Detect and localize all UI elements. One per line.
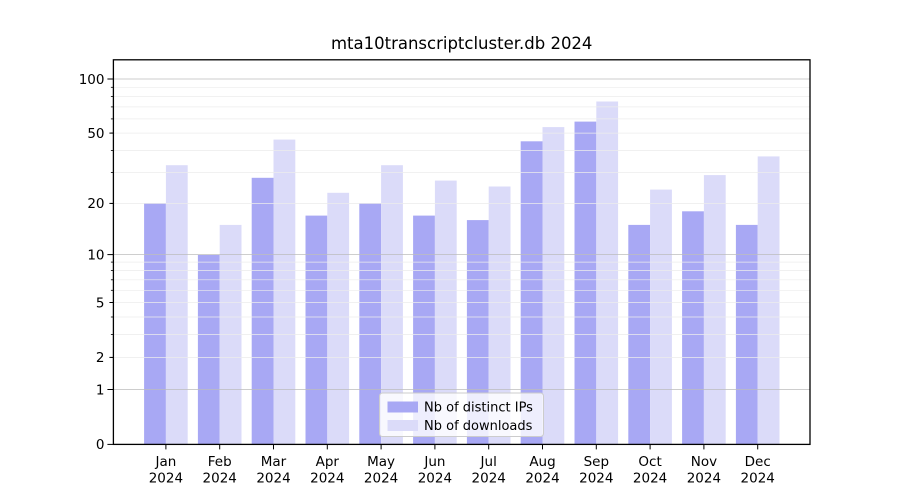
x-tick-label-month: Sep [584, 454, 609, 470]
y-tick-label: 0 [96, 437, 105, 453]
bar-downloads-may [381, 165, 403, 445]
x-tick-label-month: Mar [261, 454, 287, 470]
x-tick-label-month: Dec [745, 454, 771, 470]
bar-downloads-jan [165, 165, 188, 445]
x-tick-label-year: 2024 [687, 471, 721, 487]
x-tick-label-year: 2024 [256, 471, 290, 487]
bar-ips-mar [251, 177, 274, 445]
x-tick-label-month: Jan [154, 454, 176, 470]
bar-ips-feb [197, 254, 220, 445]
x-tick-label-year: 2024 [633, 471, 667, 487]
bar-downloads-sep [596, 101, 619, 445]
bar-ips-apr [305, 215, 328, 445]
x-tick-label-year: 2024 [741, 471, 775, 487]
y-tick-label: 100 [79, 72, 105, 88]
bar-downloads-mar [273, 139, 296, 445]
bar-ips-jun [413, 215, 435, 445]
x-tick-label-year: 2024 [364, 471, 398, 487]
bar-ips-aug [520, 141, 543, 445]
y-tick-label: 10 [87, 247, 104, 263]
bar-downloads-nov [703, 175, 726, 445]
plot-border [112, 59, 811, 446]
x-tick-label-month: Oct [638, 454, 661, 470]
bar-downloads-apr [327, 192, 350, 445]
legend-label: Nb of distinct IPs [424, 401, 533, 416]
x-tick-label-year: 2024 [525, 471, 559, 487]
x-tick-label-year: 2024 [310, 471, 344, 487]
x-tick-label-year: 2024 [472, 471, 506, 487]
x-tick-label-month: Feb [208, 454, 232, 470]
x-tick-label-year: 2024 [579, 471, 613, 487]
bar-ips-jan [144, 203, 166, 445]
legend-box [379, 392, 544, 437]
y-tick-label: 1 [96, 382, 105, 398]
x-tick-label-year: 2024 [149, 471, 183, 487]
bar-ips-sep [574, 121, 597, 445]
y-tick-label: 50 [87, 126, 104, 142]
bar-ips-may [359, 203, 382, 445]
bar-downloads-dec [757, 156, 780, 445]
chart-title: mta10transcriptcluster.db 2024 [331, 34, 592, 53]
x-tick-label-month: Nov [691, 454, 717, 470]
grid-layer [113, 78, 810, 390]
x-tick-label-year: 2024 [418, 471, 452, 487]
y-tick-label: 5 [96, 295, 105, 311]
y-axis: 0 1 2 5 10 20 50 100 [79, 72, 114, 453]
x-tick-label-month: May [367, 454, 395, 470]
bar-ips-nov [682, 211, 704, 445]
x-tick-label-month: Jul [480, 454, 497, 470]
y-tick-label: 2 [96, 350, 105, 366]
y-tick-label: 20 [87, 196, 104, 212]
x-tick-label-month: Apr [316, 454, 340, 470]
legend-label: Nb of downloads [424, 419, 533, 434]
x-tick-label-year: 2024 [203, 471, 237, 487]
bar-downloads-jun [434, 180, 457, 445]
legend: Nb of distinct IPs Nb of downloads [379, 392, 544, 437]
x-tick-label-month: Jun [423, 454, 445, 470]
x-tick-label-month: Aug [529, 454, 555, 470]
bar-downloads-jul [488, 186, 511, 445]
legend-swatch-downloads [387, 420, 418, 431]
bar-ips-jul [466, 220, 489, 445]
x-axis: Jan2024Feb2024Mar2024Apr2024May2024Jun20… [149, 444, 775, 487]
bar-downloads-aug [542, 127, 565, 445]
legend-swatch-ips [387, 401, 418, 413]
